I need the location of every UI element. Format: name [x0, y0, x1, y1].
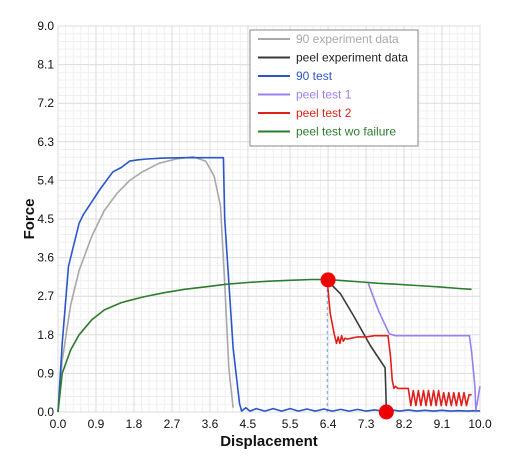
series-layer: [57, 156, 481, 413]
x-tick-label: 8.2: [396, 417, 413, 431]
x-axis-label: Displacement: [220, 433, 318, 450]
legend-box: [249, 29, 419, 147]
highlight-marker: [320, 272, 336, 288]
x-tick-label: 2.7: [164, 417, 181, 431]
x-tick-label: 3.6: [202, 417, 219, 431]
x-tick-label: 9.1: [434, 417, 451, 431]
x-tick-label: 7.3: [358, 417, 375, 431]
y-tick-label: 7.2: [37, 96, 54, 110]
legend: 90 experiment data peel experiment data 90…: [249, 29, 419, 147]
y-tick-labels: 0.0 0.9 1.8 2.7 3.6 4.5 5.4 6.3 7.2 8.1 9.0: [37, 19, 54, 419]
legend-label-peel-test-1: peel test 1: [296, 88, 352, 102]
y-tick-label: 0.0: [37, 405, 54, 419]
y-tick-label: 8.1: [37, 58, 54, 72]
series-line-peel-test-2: [326, 280, 472, 407]
y-tick-label: 6.3: [37, 135, 54, 149]
legend-label-peel-experiment-data: peel experiment data: [296, 51, 408, 65]
legend-label-90-test: 90 test: [296, 69, 333, 83]
markers-layer: [320, 272, 394, 420]
x-tick-labels: 0.0 0.9 1.8 2.7 3.6 4.5 5.5 6.4 7.3 8.2 9.1 10.0: [50, 417, 492, 431]
series-line-peel-test-wo-failure: [57, 278, 472, 413]
legend-label-90-experiment-data: 90 experiment data: [296, 32, 399, 46]
y-axis-label: Force: [21, 199, 38, 240]
legend-label-peel-test-2: peel test 2: [296, 106, 352, 120]
series-line-90-test: [57, 156, 481, 413]
y-tick-label: 9.0: [37, 19, 54, 33]
y-tick-label: 4.5: [37, 212, 54, 226]
x-tick-label: 0.9: [88, 417, 105, 431]
x-tick-label: 0.0: [50, 417, 67, 431]
legend-label-peel-test-wo-failure: peel test wo failure: [296, 125, 396, 139]
x-tick-label: 6.4: [320, 417, 337, 431]
x-tick-label: 5.5: [282, 417, 299, 431]
x-tick-label: 4.5: [240, 417, 257, 431]
highlight-marker: [378, 404, 394, 420]
y-tick-label: 2.7: [37, 289, 54, 303]
y-tick-label: 3.6: [37, 251, 54, 265]
y-tick-label: 1.8: [37, 328, 54, 342]
series-line-peel-experiment-data: [326, 279, 388, 413]
y-tick-label: 5.4: [37, 173, 54, 187]
x-tick-label: 10.0: [468, 417, 492, 431]
x-tick-label: 1.8: [126, 417, 143, 431]
y-tick-label: 0.9: [37, 366, 54, 380]
series-line-90-experiment-data: [57, 156, 234, 413]
series-line-peel-test-1: [367, 283, 481, 411]
